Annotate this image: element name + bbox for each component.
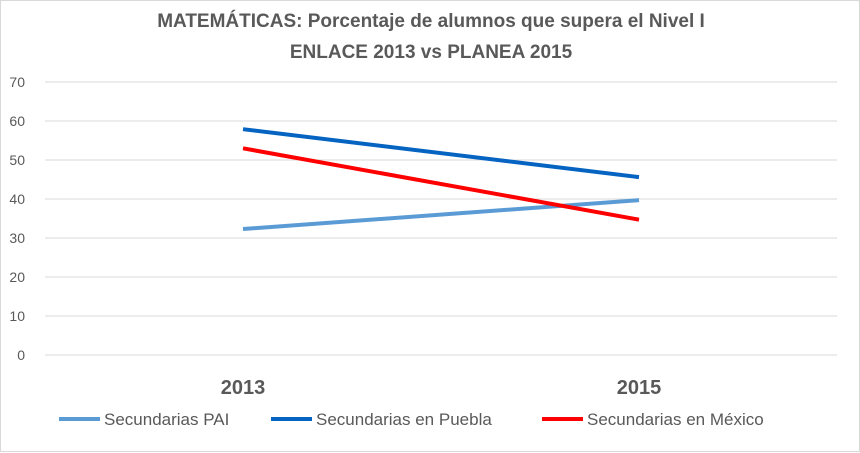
series-line-1 [242, 198, 640, 232]
y-tick-label: 60 [9, 113, 25, 129]
legend-item: Secundarias en México [542, 410, 764, 429]
legend: Secundarias PAI Secundarias en Puebla Secu… [59, 410, 764, 429]
y-tick-label: 70 [9, 74, 25, 90]
x-axis: 2013 2015 [221, 377, 662, 399]
legend-label: Secundarias en Puebla [316, 410, 492, 429]
y-tick-label: 30 [9, 230, 25, 246]
series-line-3 [242, 146, 640, 222]
y-tick-label: 40 [9, 191, 25, 207]
chart-subtitle: ENLACE 2013 vs PLANEA 2015 [290, 42, 573, 63]
series-lines [242, 127, 640, 232]
series-line-2 [242, 127, 640, 180]
y-tick-label: 50 [9, 152, 25, 168]
chart-title: MATEMÁTICAS: Porcentaje de alumnos que s… [157, 10, 705, 32]
legend-item: Secundarias en Puebla [271, 410, 492, 429]
y-tick-label: 0 [17, 347, 25, 363]
legend-label: Secundarias en México [587, 410, 764, 429]
x-tick-label: 2013 [221, 377, 266, 399]
y-tick-label: 10 [9, 308, 25, 324]
legend-item: Secundarias PAI [59, 410, 229, 429]
y-axis: 0 10 20 30 40 50 60 70 [9, 74, 25, 363]
x-tick-label: 2015 [617, 377, 662, 399]
grid-lines [45, 81, 837, 356]
y-tick-label: 20 [9, 269, 25, 285]
legend-label: Secundarias PAI [104, 410, 229, 429]
